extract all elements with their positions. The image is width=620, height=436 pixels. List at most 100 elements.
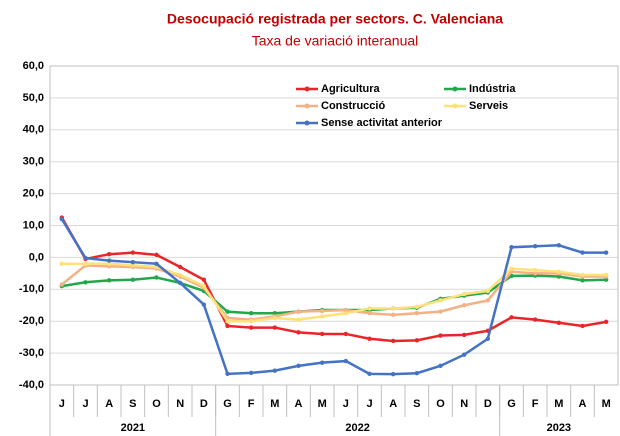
data-point xyxy=(272,325,278,330)
data-point xyxy=(438,333,443,338)
data-point xyxy=(177,272,183,278)
data-point xyxy=(59,261,65,266)
legend-label: Sense activitat anterior xyxy=(321,117,443,129)
y-tick-label: -10,0 xyxy=(19,283,44,295)
y-tick-label: 40,0 xyxy=(23,124,44,136)
data-point xyxy=(296,309,301,314)
data-point xyxy=(201,283,207,289)
y-tick-label: 60,0 xyxy=(23,60,44,72)
data-point xyxy=(248,319,254,324)
data-point xyxy=(414,338,420,343)
legend-marker xyxy=(304,120,310,126)
data-point xyxy=(532,271,538,276)
data-point xyxy=(201,277,207,282)
data-point xyxy=(319,360,325,365)
data-point xyxy=(509,315,514,320)
data-point xyxy=(390,338,396,344)
x-tick-label: D xyxy=(200,398,208,410)
data-point xyxy=(130,250,136,255)
x-tick-label: F xyxy=(248,398,255,410)
y-tick-label: 20,0 xyxy=(23,188,44,200)
data-point xyxy=(509,244,514,250)
chart-subtitle: Taxa de variació interanual xyxy=(252,33,419,49)
x-tick-label: O xyxy=(152,398,161,410)
x-tick-label: G xyxy=(507,398,516,410)
y-tick-label: 0,0 xyxy=(29,251,44,263)
legend-label: Construcció xyxy=(321,100,385,112)
data-point xyxy=(106,278,112,283)
data-point xyxy=(438,298,443,303)
legend-marker xyxy=(304,86,310,92)
data-point xyxy=(485,298,491,303)
y-tick-label: 30,0 xyxy=(23,156,44,168)
data-point xyxy=(177,280,183,286)
data-point xyxy=(532,244,538,249)
data-point xyxy=(225,309,230,314)
x-tick-label: M xyxy=(318,398,327,410)
data-point xyxy=(367,306,372,311)
data-point xyxy=(556,320,562,325)
data-point xyxy=(83,261,88,266)
data-point xyxy=(485,336,491,341)
legend-marker xyxy=(304,103,310,109)
data-point xyxy=(556,274,562,279)
data-point xyxy=(580,323,585,329)
data-point xyxy=(390,306,396,311)
x-tick-label: S xyxy=(413,398,420,410)
x-tick-label: O xyxy=(436,398,445,410)
data-point xyxy=(414,370,420,376)
data-point xyxy=(59,216,65,222)
legend-label: Serveis xyxy=(469,100,508,112)
data-point xyxy=(414,311,420,316)
y-tick-label: -30,0 xyxy=(19,347,44,359)
data-point xyxy=(225,319,230,324)
data-point xyxy=(603,319,609,325)
legend-marker xyxy=(452,86,458,92)
data-point xyxy=(603,277,609,282)
x-tick-label: S xyxy=(129,398,136,410)
x-tick-label: J xyxy=(59,398,65,410)
series-line xyxy=(61,274,607,315)
data-point xyxy=(367,336,372,341)
data-point xyxy=(367,311,372,316)
data-point xyxy=(319,314,325,319)
data-point xyxy=(343,311,349,316)
data-point xyxy=(461,291,467,297)
data-point xyxy=(343,307,349,313)
data-point xyxy=(461,303,467,308)
y-tick-label: -20,0 xyxy=(19,315,44,327)
x-tick-label: M xyxy=(270,398,279,410)
data-point xyxy=(580,272,585,278)
data-point xyxy=(438,363,443,369)
x-tick-label: A xyxy=(389,398,397,410)
data-point xyxy=(296,317,301,322)
y-tick-label: -40,0 xyxy=(19,379,44,391)
data-point xyxy=(438,309,443,314)
data-point xyxy=(532,317,538,322)
x-tick-label: M xyxy=(602,398,611,410)
legend-label: Indústria xyxy=(469,83,516,95)
data-point xyxy=(154,275,159,280)
series-line xyxy=(61,264,607,321)
data-point xyxy=(130,263,136,268)
x-tick-label: N xyxy=(176,398,184,410)
data-point xyxy=(272,311,278,316)
data-point xyxy=(154,261,159,266)
year-label: 2023 xyxy=(547,422,571,434)
data-point xyxy=(296,330,301,335)
x-tick-label: J xyxy=(366,398,372,410)
data-point xyxy=(603,272,609,278)
legend-marker xyxy=(452,103,458,109)
x-tick-label: G xyxy=(223,398,232,410)
data-point xyxy=(272,315,278,321)
data-point xyxy=(580,250,585,255)
data-point xyxy=(556,269,562,274)
year-label: 2022 xyxy=(345,422,369,434)
data-point xyxy=(225,371,230,377)
data-point xyxy=(248,370,254,376)
y-tick-label: 10,0 xyxy=(23,219,44,231)
x-tick-label: D xyxy=(484,398,492,410)
data-point xyxy=(248,325,254,330)
data-point xyxy=(272,368,278,373)
data-point xyxy=(319,308,325,314)
